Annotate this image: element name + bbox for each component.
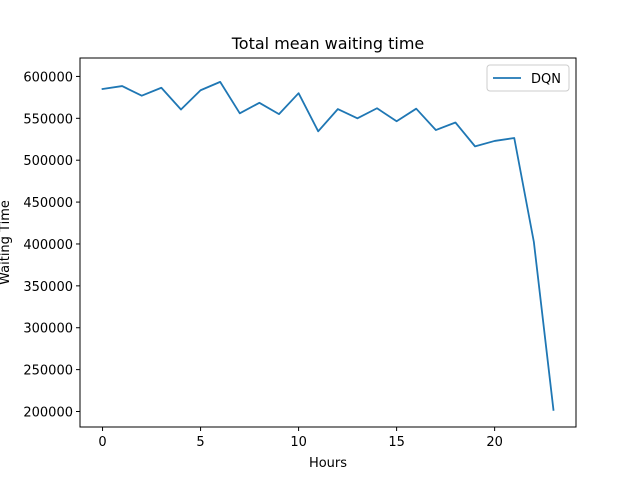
x-tick-label: 0: [98, 435, 106, 450]
y-tick-label: 350000: [23, 280, 73, 295]
y-tick-label: 200000: [23, 406, 73, 421]
y-axis-label: Waiting Time: [0, 200, 13, 285]
y-tick-label: 550000: [23, 112, 73, 127]
legend-box: [486, 64, 570, 92]
y-tick-label: 600000: [23, 70, 73, 85]
y-tick-label: 250000: [23, 364, 73, 379]
legend-entry-label: DQN: [531, 72, 561, 87]
chart-title: Total mean waiting time: [231, 34, 425, 53]
y-tick-label: 500000: [23, 154, 73, 169]
y-tick-label: 400000: [23, 238, 73, 253]
series-line-0: [101, 80, 555, 411]
x-tick-label: 5: [196, 435, 204, 450]
x-tick-label: 10: [290, 435, 307, 450]
y-tick-label: 300000: [23, 322, 73, 337]
legend: DQN: [486, 64, 570, 92]
x-axis-label: Hours: [309, 456, 347, 471]
x-tick-label: 15: [388, 435, 405, 450]
plot-frame: [79, 57, 577, 428]
x-tick-label: 20: [486, 435, 503, 450]
y-tick-label: 450000: [23, 196, 73, 211]
